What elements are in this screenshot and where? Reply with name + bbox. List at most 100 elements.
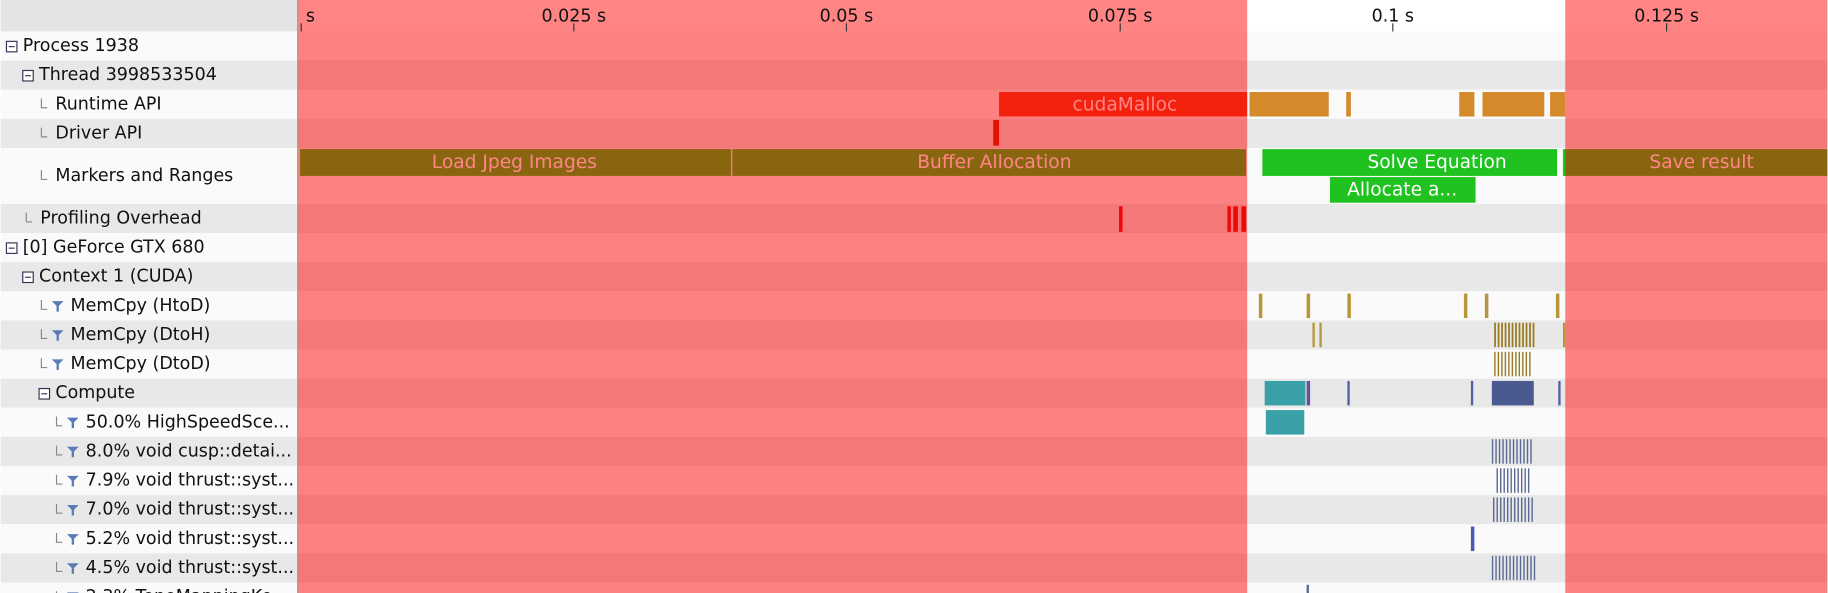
- overhead-bar: [1233, 206, 1238, 232]
- kernel-bar: [1524, 497, 1526, 522]
- kernel-bar: [1495, 439, 1497, 464]
- tree-leaf: [40, 358, 48, 369]
- row-label: Driver API: [55, 123, 142, 143]
- kernel-bar: [1512, 439, 1515, 464]
- bar-label: Solve Equation: [1367, 152, 1506, 173]
- overhead-bar: [1119, 206, 1123, 232]
- kernel-bar: [1520, 468, 1523, 493]
- range-overlay: [1565, 0, 1828, 593]
- row-label: [0] GeForce GTX 680: [23, 238, 205, 258]
- kernel-bar: [1498, 439, 1501, 464]
- memcpy-bar: [1312, 322, 1315, 348]
- row-label: MemCpy (DtoH): [71, 325, 211, 345]
- kernel-bar: [1519, 439, 1522, 464]
- bar-label: Allocate a...: [1347, 179, 1457, 200]
- kernel-bar: [1470, 380, 1474, 406]
- kernel-bar: [1500, 468, 1502, 493]
- kernel-bar: [1520, 497, 1523, 522]
- memcpy-bar: [1501, 351, 1503, 377]
- memcpy-bar: [1518, 351, 1521, 377]
- memcpy-bar: [1504, 322, 1507, 348]
- filter-icon[interactable]: [67, 563, 79, 574]
- memcpy-bar: [1319, 322, 1322, 348]
- overhead-bar: [1227, 206, 1231, 232]
- runtime-bar: [1482, 92, 1545, 117]
- runtime-bar: [1346, 92, 1351, 117]
- runtime-bar: [1459, 92, 1475, 117]
- filter-icon[interactable]: [67, 446, 79, 458]
- filter-icon[interactable]: [51, 301, 64, 312]
- row-bg: [0, 291, 1828, 321]
- filter-icon[interactable]: [67, 417, 79, 429]
- memcpy-bar: [1562, 322, 1566, 348]
- filter-icon[interactable]: [67, 475, 79, 487]
- marker-bar: [1562, 149, 1828, 176]
- row-label: Thread 3998533504: [38, 65, 217, 85]
- kernel-bar: [1530, 555, 1532, 581]
- filter-icon[interactable]: [67, 534, 79, 545]
- range-overlay: [297, 0, 1248, 593]
- row-label: Compute: [55, 383, 135, 403]
- memcpy-bar: [1525, 322, 1528, 348]
- memcpy-bar: [1522, 351, 1524, 377]
- memcpy-bar: [1494, 351, 1496, 377]
- kernel-bar: [1505, 555, 1508, 581]
- kernel-bar: [1510, 497, 1512, 522]
- kernel-bar: [1496, 468, 1498, 493]
- memcpy-bar: [1504, 351, 1507, 377]
- marker-bar: [1329, 177, 1476, 203]
- kernel-bar: [1527, 468, 1530, 493]
- row-bg: [0, 436, 1828, 467]
- kernel-bar: [1523, 439, 1525, 464]
- kernel-bar: [1509, 439, 1511, 464]
- row-label: MemCpy (DtoD): [71, 354, 211, 374]
- kernel-bar: [1502, 439, 1504, 464]
- row-label: 4.5% void thrust::syst...: [86, 558, 294, 578]
- tree-leaf: [55, 445, 63, 456]
- kernel-bar: [1502, 555, 1504, 581]
- kernel-bar: [1470, 526, 1475, 552]
- memcpy-bar: [1515, 351, 1517, 377]
- memcpy-bar: [1518, 322, 1521, 348]
- tree-leaf: [40, 170, 48, 180]
- kernel-bar: [1517, 468, 1519, 493]
- bar-label: Buffer Allocation: [917, 152, 1071, 173]
- filter-icon[interactable]: [67, 505, 79, 516]
- memcpy-bar: [1522, 322, 1524, 348]
- kernel-bar: [1491, 380, 1534, 406]
- memcpy-bar: [1529, 322, 1531, 348]
- tree-leaf: [25, 212, 33, 223]
- kernel-bar: [1347, 380, 1350, 406]
- ruler-label: 0.1 s: [1372, 6, 1414, 26]
- tree-leaf: [55, 416, 63, 427]
- kernel-bar: [1517, 497, 1519, 522]
- row-bg: [0, 553, 1828, 583]
- filter-icon[interactable]: [51, 330, 64, 341]
- kernel-bar: [1524, 468, 1526, 493]
- filter-icon[interactable]: [51, 359, 64, 370]
- kernel-bar: [1500, 497, 1502, 522]
- tree-leaf: [55, 474, 63, 485]
- memcpy-bar: [1494, 322, 1496, 348]
- kernel-bar: [1512, 555, 1515, 581]
- row-label: 7.9% void thrust::syst...: [86, 471, 294, 491]
- ruler-label: 0.075 s: [1088, 6, 1153, 26]
- kernel-bar: [1505, 439, 1508, 464]
- kernel-bar: [1526, 439, 1529, 464]
- marker-bar: [300, 149, 732, 176]
- header-left: [0, 0, 298, 32]
- row-bg: [0, 118, 1828, 148]
- memcpy-bar: [1463, 293, 1468, 319]
- overlay: [297, 0, 1828, 593]
- memcpy-bar: [1525, 351, 1528, 377]
- memcpy-bar: [1511, 351, 1514, 377]
- kernel-bar: [1265, 410, 1305, 435]
- ruler-label: 0.125 s: [1634, 6, 1699, 26]
- kernel-bar: [1507, 468, 1509, 493]
- kernel-bar: [1491, 439, 1494, 464]
- kernel-bar: [1503, 497, 1505, 522]
- row-label: 50.0% HighSpeedSce...: [86, 412, 290, 432]
- tree-leaf: [40, 299, 48, 310]
- tree-leaf: [40, 127, 48, 138]
- kernel-bar: [1507, 497, 1509, 522]
